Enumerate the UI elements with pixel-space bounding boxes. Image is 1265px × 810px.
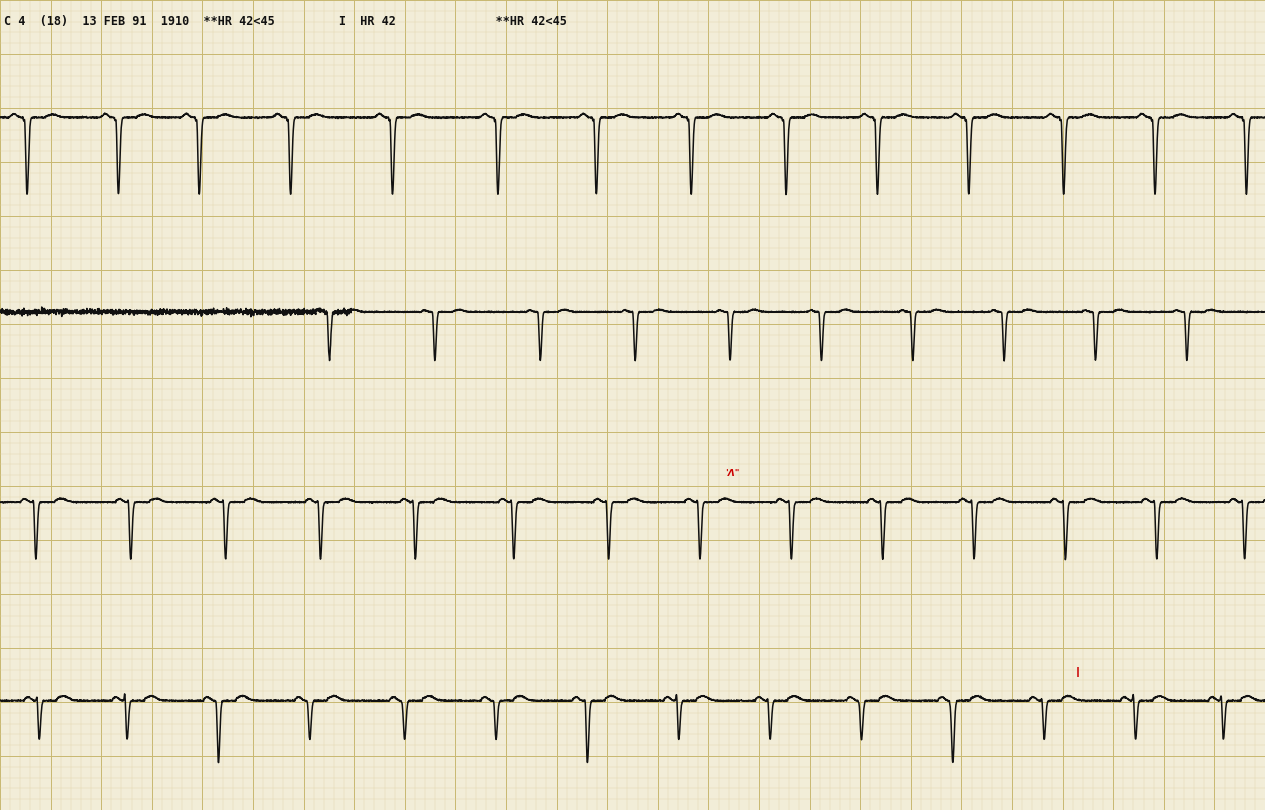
Text: 'Λ": 'Λ" — [725, 469, 739, 479]
Text: C 4  (18)  13 FEB 91  1910  **HR 42<45         I  HR 42              **HR 42<45: C 4 (18) 13 FEB 91 1910 **HR 42<45 I HR … — [4, 15, 567, 28]
